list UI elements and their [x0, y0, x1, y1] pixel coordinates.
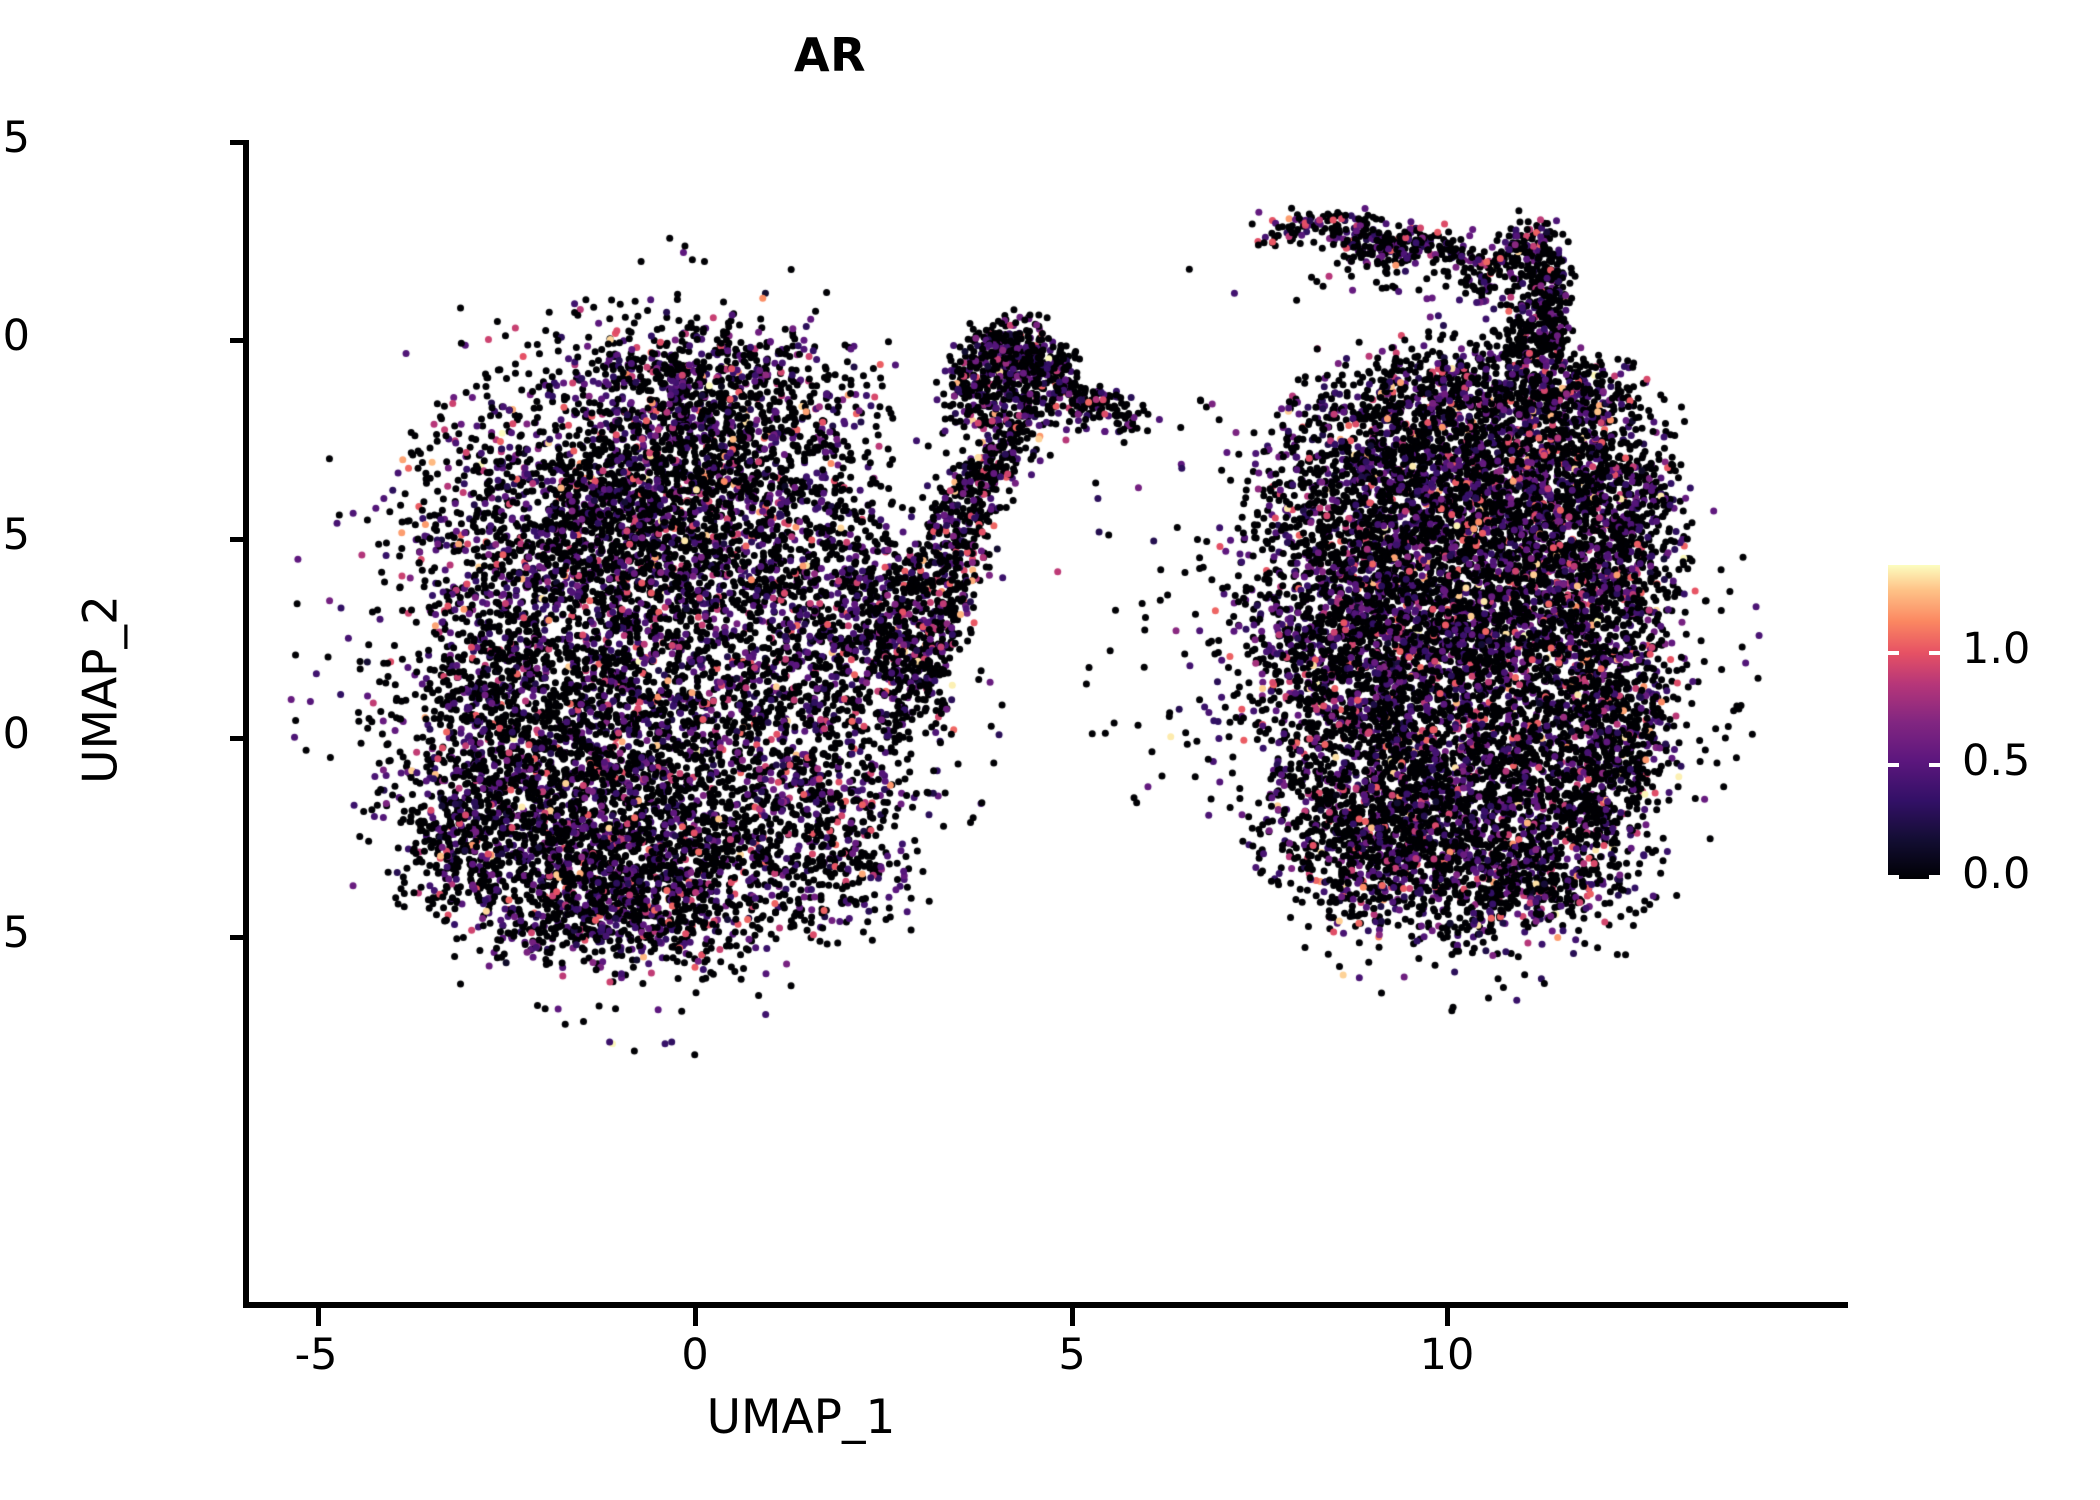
y-tick-label-2.5: 2.5 — [0, 510, 30, 560]
colorbar-gradient — [1888, 565, 1940, 879]
colorbar-label-0.5: 0.5 — [1962, 736, 2031, 786]
x-tick-mark-5 — [1070, 1308, 1075, 1326]
y-tick-mark-7.5 — [230, 140, 248, 145]
colorbar-tick-1.0-left — [1888, 651, 1899, 655]
y-tick-mark-0.0 — [230, 736, 248, 741]
y-tick-label-5.0: 5.0 — [0, 311, 30, 361]
colorbar-tick-0.0-right — [1929, 875, 1940, 879]
y-axis-label: UMAP_2 — [73, 595, 129, 784]
colorbar-label-1.0: 1.0 — [1962, 624, 2031, 674]
colorbar-tick-0.0-left — [1888, 875, 1899, 879]
y-axis-spine — [243, 140, 249, 1308]
x-axis-spine — [243, 1302, 1848, 1308]
x-tick-mark-10 — [1445, 1308, 1450, 1326]
y-tick-mark--2.5 — [230, 935, 248, 940]
y-tick-label-7.5: 7.5 — [0, 113, 30, 163]
y-tick-label-0.0: 0.0 — [0, 709, 30, 759]
y-tick-mark-5.0 — [230, 338, 248, 343]
x-tick-label-5: 5 — [1058, 1330, 1086, 1380]
x-tick-label--5: -5 — [294, 1330, 338, 1380]
x-tick-mark--5 — [316, 1308, 321, 1326]
colorbar-tick-1.0-right — [1929, 651, 1940, 655]
colorbar-label-0.0: 0.0 — [1962, 849, 2031, 899]
colorbar — [1888, 565, 1940, 879]
colorbar-tick-0.5-right — [1929, 763, 1940, 767]
x-tick-label-10: 10 — [1419, 1330, 1475, 1380]
y-tick-label--2.5: -2.5 — [0, 908, 30, 958]
x-axis-label: UMAP_1 — [706, 1390, 896, 1445]
x-tick-label-0: 0 — [681, 1330, 709, 1380]
x-tick-mark-0 — [693, 1308, 698, 1326]
colorbar-tick-0.5-left — [1888, 763, 1899, 767]
y-tick-mark-2.5 — [230, 537, 248, 542]
page-title: AR — [793, 28, 867, 82]
